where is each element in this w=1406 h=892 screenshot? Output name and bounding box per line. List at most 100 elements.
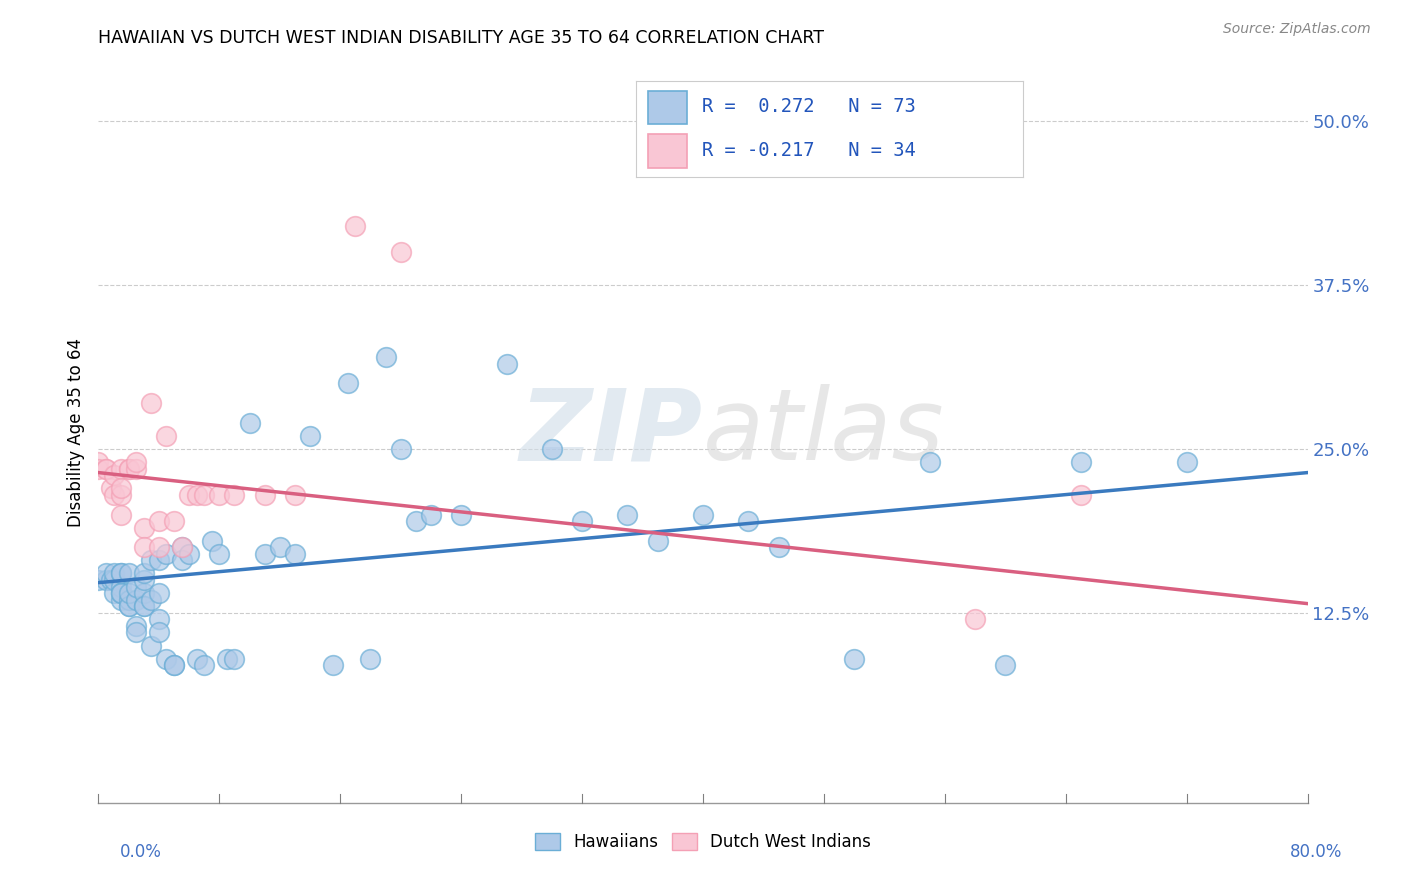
Point	[87, 573, 110, 587]
Point	[360, 651, 382, 665]
Point	[148, 586, 170, 600]
Point	[132, 521, 155, 535]
Point	[125, 625, 148, 640]
Point	[344, 219, 367, 234]
Point	[253, 488, 276, 502]
Point	[125, 592, 148, 607]
Point	[284, 488, 307, 502]
Point	[148, 625, 170, 640]
Point	[110, 586, 132, 600]
Point	[737, 514, 759, 528]
Point	[163, 658, 186, 673]
Point	[118, 586, 141, 600]
Point	[239, 416, 262, 430]
Point	[1175, 455, 1198, 469]
Point	[155, 651, 177, 665]
Point	[100, 573, 122, 587]
Point	[132, 586, 155, 600]
Point	[132, 541, 155, 555]
Point	[110, 461, 132, 475]
Point	[768, 541, 790, 555]
Point	[103, 566, 125, 581]
Point	[118, 599, 141, 614]
Point	[103, 468, 125, 483]
Point	[110, 586, 132, 600]
Point	[155, 429, 177, 443]
Text: atlas: atlas	[703, 384, 945, 481]
Point	[110, 566, 132, 581]
Point	[118, 461, 141, 475]
Point	[94, 461, 117, 475]
Point	[495, 357, 517, 371]
Point	[87, 461, 110, 475]
Point	[269, 541, 291, 555]
Point	[918, 455, 941, 469]
Point	[103, 488, 125, 502]
Point	[125, 455, 148, 469]
Point	[1070, 488, 1092, 502]
Point	[125, 461, 148, 475]
Y-axis label: Disability Age 35 to 64: Disability Age 35 to 64	[66, 338, 84, 527]
Point	[224, 651, 246, 665]
Legend: Hawaiians, Dutch West Indians: Hawaiians, Dutch West Indians	[529, 826, 877, 857]
Point	[179, 547, 201, 561]
Point	[389, 442, 412, 456]
Point	[94, 461, 117, 475]
Text: 0.0%: 0.0%	[120, 843, 162, 861]
Point	[110, 580, 132, 594]
Point	[616, 508, 638, 522]
Point	[336, 376, 359, 391]
Point	[170, 541, 193, 555]
Point	[87, 455, 110, 469]
Point	[118, 461, 141, 475]
Point	[132, 599, 155, 614]
Text: ZIP: ZIP	[520, 384, 703, 481]
Point	[125, 619, 148, 633]
Point	[94, 573, 117, 587]
Point	[201, 533, 224, 548]
Point	[110, 592, 132, 607]
Point	[994, 658, 1017, 673]
Point	[170, 553, 193, 567]
Point	[208, 488, 231, 502]
Point	[103, 586, 125, 600]
Point	[215, 651, 238, 665]
Point	[118, 599, 141, 614]
Point	[540, 442, 562, 456]
Point	[571, 514, 593, 528]
Point	[141, 592, 163, 607]
Point	[420, 508, 443, 522]
Point	[141, 396, 163, 410]
Point	[148, 612, 170, 626]
Point	[299, 429, 322, 443]
Point	[148, 553, 170, 567]
Point	[450, 508, 472, 522]
Point	[170, 541, 193, 555]
Point	[186, 651, 208, 665]
Point	[389, 245, 412, 260]
Point	[148, 541, 170, 555]
Point	[110, 508, 132, 522]
Point	[224, 488, 246, 502]
Point	[110, 481, 132, 495]
Point	[844, 651, 866, 665]
Point	[125, 580, 148, 594]
Point	[141, 639, 163, 653]
Point	[163, 658, 186, 673]
Point	[965, 612, 987, 626]
Point	[647, 533, 669, 548]
Point	[155, 547, 177, 561]
Text: Source: ZipAtlas.com: Source: ZipAtlas.com	[1223, 22, 1371, 37]
Point	[253, 547, 276, 561]
Point	[322, 658, 344, 673]
Point	[208, 547, 231, 561]
Text: HAWAIIAN VS DUTCH WEST INDIAN DISABILITY AGE 35 TO 64 CORRELATION CHART: HAWAIIAN VS DUTCH WEST INDIAN DISABILITY…	[98, 29, 824, 47]
Point	[118, 566, 141, 581]
Point	[118, 592, 141, 607]
Point	[692, 508, 714, 522]
Point	[1070, 455, 1092, 469]
Point	[163, 514, 186, 528]
Point	[132, 599, 155, 614]
Point	[110, 566, 132, 581]
Point	[94, 566, 117, 581]
